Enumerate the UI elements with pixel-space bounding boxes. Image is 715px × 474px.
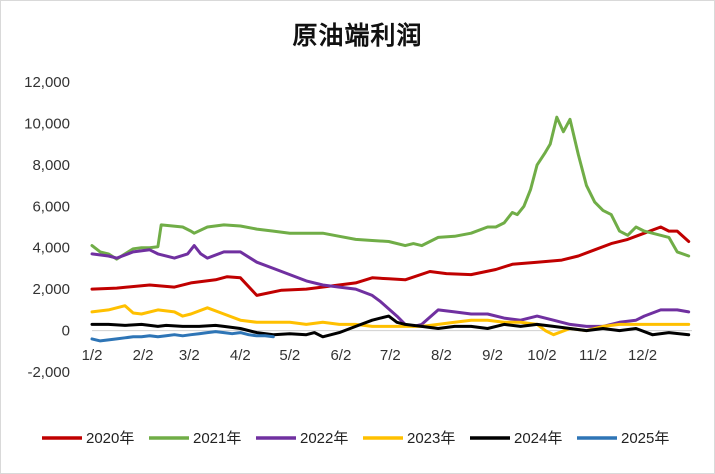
series-line-2021年 xyxy=(90,115,691,261)
series-line-2022年 xyxy=(90,244,691,328)
x-tick-label: 12/2 xyxy=(628,347,657,364)
y-tick-label: 0 xyxy=(62,323,70,340)
x-tick-label: 4/2 xyxy=(230,347,251,364)
axis-layer: 12,000 10,000 8,000 6,000 4,000 2,000 0 -2,000 1… xyxy=(24,74,692,381)
series-line-2024年 xyxy=(90,314,691,339)
x-tick-label: 9/2 xyxy=(482,347,503,364)
series-layer xyxy=(90,115,691,343)
legend-label: 2021年 xyxy=(193,430,241,447)
x-tick-label: 3/2 xyxy=(179,347,200,364)
legend-label: 2023年 xyxy=(407,430,455,447)
series-line-2025年 xyxy=(90,330,275,343)
x-tick-label: 11/2 xyxy=(579,347,607,364)
y-tick-label: 2,000 xyxy=(32,281,70,298)
x-tick-label: 1/2 xyxy=(82,347,103,364)
x-tick-label: 5/2 xyxy=(279,347,300,364)
legend-label: 2020年 xyxy=(86,430,134,447)
legend: 2020年 2021年 2022年 2023年 2024年 2025年 xyxy=(42,430,669,447)
x-tick-label: 10/2 xyxy=(527,347,556,364)
y-tick-label: 10,000 xyxy=(24,115,70,132)
x-tick-label: 8/2 xyxy=(431,347,452,364)
legend-label: 2024年 xyxy=(514,430,562,447)
x-tick-label: 2/2 xyxy=(133,347,154,364)
legend-label: 2025年 xyxy=(621,430,669,447)
y-tick-label: 8,000 xyxy=(32,157,70,174)
x-tick-label: 6/2 xyxy=(330,347,351,364)
y-tick-label: -2,000 xyxy=(27,364,70,381)
chart-title: 原油端利润 xyxy=(292,21,423,50)
series-line-2020年 xyxy=(90,225,691,297)
legend-label: 2022年 xyxy=(300,430,348,447)
y-tick-label: 6,000 xyxy=(32,198,70,215)
x-tick-label: 7/2 xyxy=(380,347,401,364)
y-tick-label: 4,000 xyxy=(32,240,70,257)
y-tick-label: 12,000 xyxy=(24,74,70,91)
